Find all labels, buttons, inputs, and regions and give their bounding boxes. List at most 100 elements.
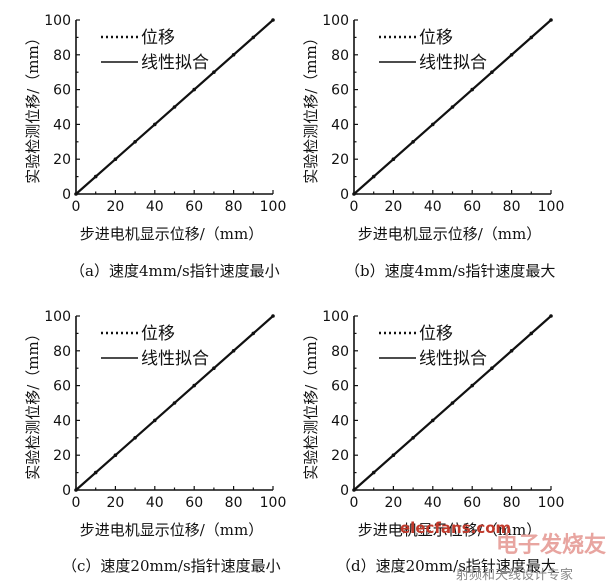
- x-tick-label: 40: [146, 199, 164, 215]
- legend-label-linear-fit: 线性拟合: [419, 349, 487, 369]
- x-tick-label: 60: [463, 199, 481, 215]
- displacement-point: [113, 157, 118, 161]
- displacement-point: [431, 122, 435, 127]
- y-tick-label: 40: [53, 413, 71, 429]
- displacement-point: [93, 174, 98, 179]
- x-axis-title: 步进电机显示位移/（mm）: [358, 225, 542, 243]
- x-tick-label: 100: [538, 495, 565, 511]
- displacement-point: [74, 192, 78, 196]
- y-tick-label: 0: [340, 483, 349, 499]
- y-tick-label: 60: [53, 83, 71, 99]
- displacement-point: [271, 314, 275, 318]
- displacement-point: [509, 349, 514, 353]
- displacement-point: [153, 122, 157, 127]
- legend-label-linear-fit: 线性拟合: [419, 53, 487, 73]
- displacement-point: [391, 453, 396, 458]
- displacement-point: [212, 366, 216, 371]
- panel-caption: （b）速度4mm/s指针速度最大: [345, 262, 555, 280]
- x-tick-label: 0: [72, 495, 81, 511]
- watermark: elecfans.com 电子发烧友 射频和天线设计专家: [400, 519, 606, 583]
- y-axis-title: 实验检测位移/（mm）: [24, 326, 42, 480]
- x-tick-label: 80: [225, 199, 243, 215]
- displacement-point: [113, 453, 118, 458]
- y-tick-label: 60: [53, 379, 71, 395]
- x-tick-label: 80: [503, 495, 521, 511]
- watermark-brand: 电子发烧友: [496, 532, 606, 558]
- panel-caption: （d）速度20mm/s指针速度最大: [336, 557, 556, 575]
- displacement-point: [391, 157, 396, 161]
- x-tick-label: 60: [463, 495, 481, 511]
- displacement-point: [212, 70, 216, 74]
- x-tick-label: 20: [106, 495, 124, 511]
- displacement-point: [490, 366, 494, 371]
- displacement-point: [133, 140, 137, 144]
- panel-a: 00 20 20 40 40 60 60 80 80 100 100 步进电机显示位移/（mm） 实验检…: [24, 13, 286, 280]
- y-axis-title: 实验检测位移/（mm）: [24, 30, 42, 184]
- panel-b: 00 20 20 40 40 60 60 80 80 100 100 步进电机显示位移/（mm） 实验检…: [302, 13, 564, 280]
- displacement-point: [371, 470, 376, 475]
- watermark-site: elecfans.com: [400, 519, 511, 537]
- y-axis-title: 实验检测位移/（mm）: [302, 326, 320, 480]
- x-tick-label: 0: [72, 199, 81, 215]
- x-tick-label: 100: [260, 199, 287, 215]
- y-tick-label: 20: [331, 152, 349, 168]
- watermark-tagline: 射频和天线设计专家: [456, 567, 573, 583]
- displacement-point: [153, 418, 157, 423]
- y-tick-label: 0: [62, 483, 71, 499]
- x-tick-label: 40: [146, 495, 164, 511]
- x-axis-title: 步进电机显示位移/（mm）: [80, 225, 264, 243]
- displacement-point: [411, 436, 415, 440]
- displacement-point: [93, 470, 98, 475]
- x-axis-title: 步进电机显示位移/（mm）: [80, 521, 264, 539]
- displacement-point: [271, 18, 275, 22]
- x-axis-title: 步进电机显示位移/（mm）: [358, 521, 542, 539]
- x-tick-label: 60: [185, 495, 203, 511]
- legend-label-linear-fit: 线性拟合: [141, 349, 209, 369]
- x-tick-label: 40: [424, 199, 442, 215]
- displacement-point: [251, 331, 256, 336]
- displacement-point: [74, 488, 78, 492]
- x-tick-label: 100: [260, 495, 287, 511]
- displacement-point: [470, 87, 475, 92]
- displacement-point: [411, 140, 415, 144]
- legend-label-displacement: 位移: [419, 28, 453, 48]
- displacement-point: [490, 70, 494, 74]
- y-tick-label: 80: [53, 48, 71, 64]
- y-tick-label: 100: [44, 13, 71, 29]
- y-tick-label: 20: [53, 152, 71, 168]
- displacement-point: [172, 105, 177, 109]
- displacement-point: [231, 349, 236, 353]
- y-tick-label: 60: [331, 379, 349, 395]
- y-tick-label: 80: [331, 344, 349, 360]
- panel-c: 00 20 20 40 40 60 60 80 80 100 100 步进电机显示位移/（mm） 实验检…: [24, 309, 286, 575]
- y-tick-label: 40: [53, 117, 71, 133]
- legend-label-displacement: 位移: [419, 324, 453, 344]
- displacement-point: [450, 105, 455, 109]
- x-tick-label: 100: [538, 199, 565, 215]
- x-tick-label: 0: [350, 199, 359, 215]
- displacement-point: [450, 401, 455, 405]
- displacement-point: [549, 314, 553, 318]
- panel-caption: （a）速度4mm/s指针速度最小: [70, 262, 280, 280]
- displacement-point: [529, 331, 534, 336]
- y-tick-label: 0: [340, 187, 349, 203]
- panel-d: 00 20 20 40 40 60 60 80 80 100 100 步进电机显示位移/（mm） 实验检…: [302, 309, 564, 575]
- displacement-point: [192, 383, 196, 388]
- y-tick-label: 20: [53, 448, 71, 464]
- legend-label-linear-fit: 线性拟合: [141, 53, 209, 73]
- displacement-point: [549, 18, 553, 22]
- displacement-point: [529, 35, 534, 40]
- y-tick-label: 100: [44, 309, 71, 325]
- displacement-point: [431, 418, 435, 423]
- y-tick-label: 100: [322, 309, 349, 325]
- x-tick-label: 20: [384, 495, 402, 511]
- y-tick-label: 80: [331, 48, 349, 64]
- y-tick-label: 40: [331, 413, 349, 429]
- legend-label-displacement: 位移: [141, 324, 175, 344]
- x-tick-label: 80: [225, 495, 243, 511]
